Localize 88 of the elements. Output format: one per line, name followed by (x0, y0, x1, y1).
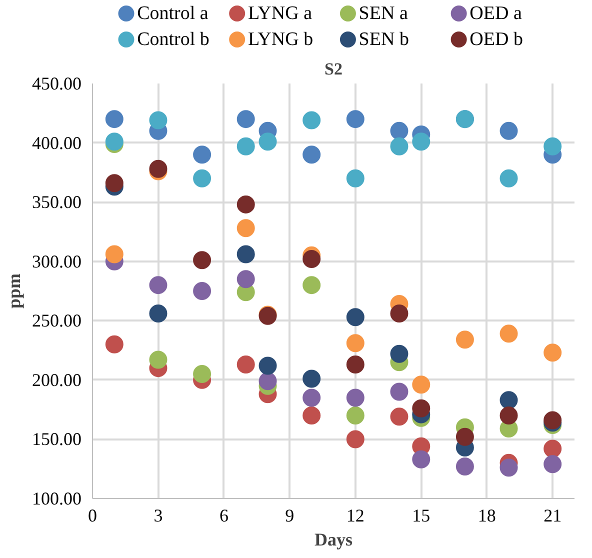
y-tick-label: 300.00 (32, 251, 82, 272)
x-tick-label: 0 (88, 506, 97, 526)
point (193, 169, 212, 188)
legend-label: LYNG b (248, 29, 314, 50)
point (390, 344, 408, 363)
legend-label: Control b (137, 29, 210, 50)
point (236, 110, 255, 128)
point (390, 408, 408, 426)
point (544, 137, 562, 156)
point (302, 406, 321, 424)
point (346, 334, 364, 352)
point (544, 344, 562, 362)
y-axis-title: ppm (4, 273, 24, 309)
point (412, 450, 430, 468)
point (500, 324, 518, 343)
point (456, 428, 474, 446)
y-tick-label: 400.00 (32, 132, 82, 153)
legend-label: LYNG a (248, 3, 313, 24)
point (346, 356, 364, 374)
point (346, 406, 364, 424)
point (149, 350, 168, 369)
legend-label: Control a (137, 3, 209, 24)
y-tick-label: 350.00 (32, 192, 82, 212)
point (258, 372, 277, 390)
x-axis-title: Days (314, 530, 353, 550)
point (193, 365, 212, 383)
point (346, 388, 364, 407)
y-tick-label: 250.00 (32, 310, 82, 331)
point (346, 308, 364, 326)
point (302, 111, 321, 130)
point (302, 146, 321, 164)
y-tick-label: 100.00 (32, 488, 82, 508)
point (500, 458, 518, 477)
point (412, 399, 430, 418)
x-tick-label: 18 (478, 506, 496, 526)
point (390, 122, 408, 140)
chart-title: S2 (324, 60, 342, 78)
point (149, 276, 168, 294)
point (236, 270, 255, 288)
x-tick-label: 3 (154, 506, 163, 526)
point (500, 391, 518, 410)
point (105, 174, 124, 192)
point (258, 356, 277, 375)
point (193, 146, 212, 164)
legend-label: OED b (470, 29, 523, 50)
point (500, 169, 518, 188)
point (302, 276, 321, 294)
point (105, 335, 124, 354)
point (236, 137, 255, 156)
point (236, 195, 255, 214)
x-tick-label: 15 (412, 506, 430, 526)
y-tick-label: 450.00 (32, 74, 82, 94)
point (500, 122, 518, 140)
point (236, 356, 255, 374)
x-tick-label: 6 (219, 506, 228, 526)
legend-label: SEN a (358, 3, 408, 24)
point (236, 219, 255, 238)
point (105, 245, 124, 264)
point (390, 137, 408, 156)
point (302, 250, 321, 268)
point (236, 245, 255, 264)
point (544, 455, 562, 474)
legend-label: SEN b (358, 29, 409, 50)
x-tick-label: 21 (544, 506, 562, 526)
point (302, 370, 321, 388)
point (105, 110, 124, 128)
point (193, 282, 212, 300)
point (456, 330, 474, 349)
point (346, 110, 364, 128)
point (544, 440, 562, 458)
point (390, 304, 408, 323)
y-tick-label: 200.00 (32, 370, 82, 390)
x-tick-label: 12 (346, 506, 364, 526)
legend-label: OED a (470, 3, 522, 24)
point (149, 111, 168, 130)
point (412, 376, 430, 394)
y-tick-label: 150.00 (32, 429, 82, 450)
point (302, 388, 321, 407)
point (412, 132, 430, 151)
x-tick-label: 9 (285, 506, 294, 526)
point (149, 304, 168, 323)
point (390, 382, 408, 401)
point (456, 458, 474, 476)
point (193, 251, 212, 270)
point (346, 169, 364, 188)
point (500, 406, 518, 424)
point (346, 430, 364, 448)
point (258, 132, 277, 151)
